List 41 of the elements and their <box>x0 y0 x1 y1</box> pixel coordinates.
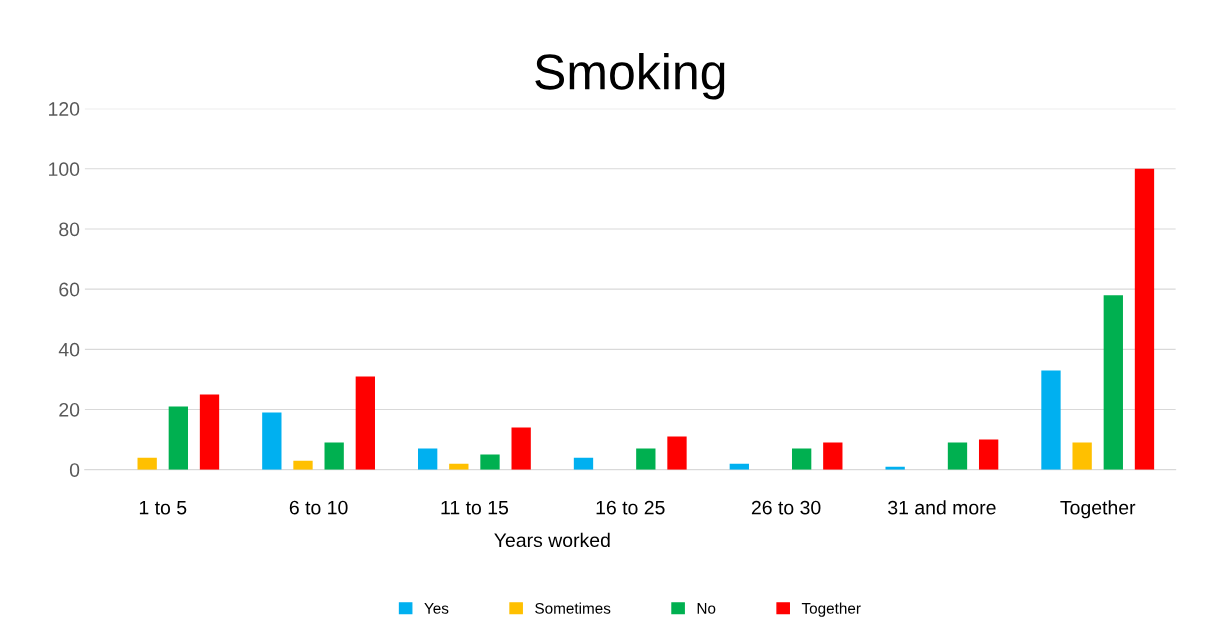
legend-label: No <box>697 603 716 614</box>
bar <box>324 442 344 470</box>
bar <box>636 448 656 470</box>
x-tick-label: Together <box>1060 500 1136 519</box>
x-tick-label: 26 to 30 <box>751 500 821 515</box>
y-tick-label: 40 <box>58 342 80 357</box>
bar <box>511 427 531 470</box>
bar <box>480 454 500 470</box>
bar <box>199 394 220 470</box>
x-tick-label: 6 to 10 <box>289 500 348 515</box>
bar <box>1041 370 1061 470</box>
bar <box>137 457 157 470</box>
x-tick-label: 31 and more <box>888 500 996 515</box>
y-tick-label: 100 <box>49 162 80 177</box>
bar <box>293 460 313 470</box>
bar <box>667 436 687 470</box>
y-tick-label: 0 <box>69 463 80 477</box>
bar <box>262 412 282 470</box>
bar <box>947 442 968 470</box>
x-axis-title: Years worked <box>494 532 610 548</box>
y-tick-label: 80 <box>59 222 80 237</box>
x-tick-label: 11 to 15 <box>441 500 509 515</box>
legend-label: Sometimes <box>535 602 611 614</box>
y-tick-label: 60 <box>59 282 80 297</box>
y-tick-label: 120 <box>49 102 80 116</box>
bar <box>168 406 188 470</box>
chart-title: Smoking <box>535 52 725 100</box>
legend-label: Together <box>801 602 861 617</box>
y-tick-label: 20 <box>59 402 80 417</box>
bar <box>978 439 999 470</box>
x-tick-label: 1 to 5 <box>139 500 187 515</box>
bar <box>791 448 812 470</box>
bar <box>355 376 375 470</box>
bar <box>1072 442 1092 470</box>
bar <box>418 448 438 470</box>
legend-label: Yes <box>424 603 449 614</box>
x-tick-label: 16 to 25 <box>596 500 665 515</box>
bar <box>823 442 843 470</box>
bar <box>1134 168 1155 470</box>
bar <box>573 457 594 470</box>
bar <box>1103 295 1123 470</box>
